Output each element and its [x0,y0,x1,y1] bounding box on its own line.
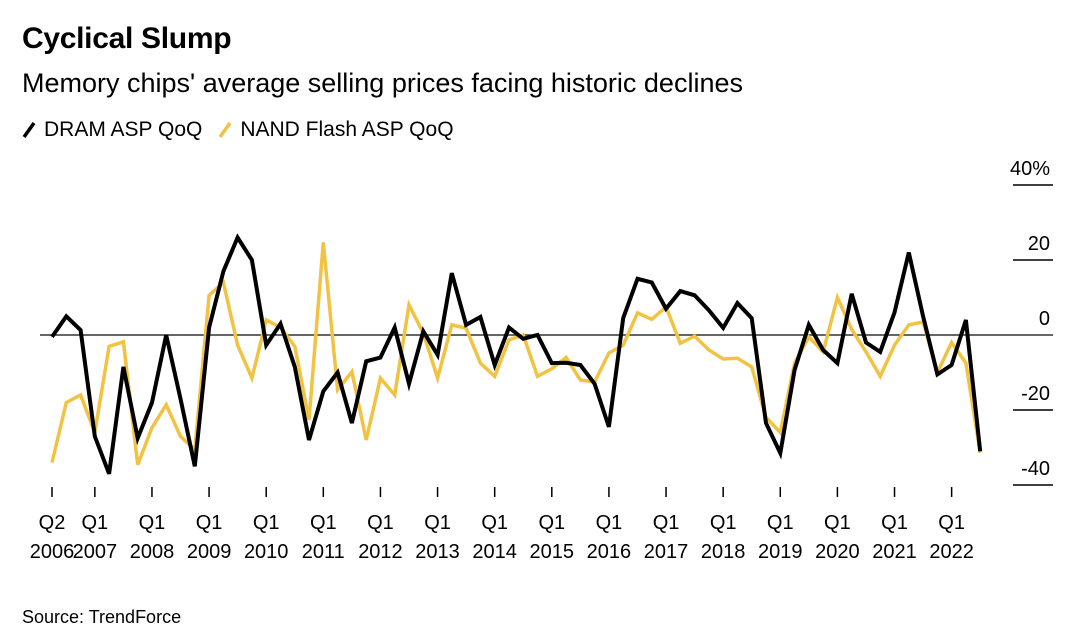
x-tick-label-quarter: Q1 [767,512,794,534]
x-tick-label-year: 2008 [130,541,175,563]
x-tick-label-quarter: Q1 [596,512,623,534]
x-tick-label-quarter: Q1 [538,512,565,534]
legend-item-dram: DRAM ASP QoQ [22,118,202,142]
x-tick-label-year: 2009 [187,541,232,563]
x-tick-label-quarter: Q1 [653,512,680,534]
legend-label-nand: NAND Flash ASP QoQ [240,118,454,141]
x-tick-label-year: 2019 [758,541,803,563]
legend-item-nand: NAND Flash ASP QoQ [218,118,454,142]
x-tick-label-year: 2012 [358,541,403,563]
x-tick-label-quarter: Q1 [310,512,337,534]
x-tick-label-year: 2017 [644,541,689,563]
series-line-dram [50,233,983,475]
x-tick-label-year: 2006 [30,541,75,563]
x-tick-label-quarter: Q2 [39,512,66,534]
x-tick-label-quarter: Q1 [367,512,394,534]
legend: DRAM ASP QoQ NAND Flash ASP QoQ [22,118,470,142]
x-tick-label-year: 2018 [701,541,746,563]
series-line-nand [50,242,982,466]
x-tick-label-quarter: Q1 [424,512,451,534]
x-tick-label-quarter: Q1 [881,512,908,534]
y-tick-label: 20 [1028,233,1050,255]
x-tick-label-quarter: Q1 [81,512,108,534]
x-tick-label-year: 2016 [587,541,632,563]
x-tick-label-quarter: Q1 [938,512,965,534]
x-tick-label-year: 2010 [244,541,289,563]
x-tick-label-quarter: Q1 [710,512,737,534]
legend-swatch-nand-icon [218,121,232,139]
x-tick-label-year: 2020 [815,541,860,563]
y-tick-label: -20 [1021,383,1050,405]
x-tick-label-quarter: Q1 [253,512,280,534]
legend-swatch-dram-icon [22,121,36,139]
x-tick-label-quarter: Q1 [196,512,223,534]
x-tick-label-year: 2015 [530,541,575,563]
y-tick-label: 0 [1039,308,1050,330]
x-tick-label-year: 2014 [472,541,517,563]
x-tick-label-quarter: Q1 [139,512,166,534]
x-tick-label-year: 2021 [872,541,917,563]
chart-title: Cyclical Slump [22,22,232,55]
y-tick-label: -40 [1021,458,1050,480]
y-tick-label: 40% [1010,158,1050,180]
source-note: Source: TrendForce [22,607,182,627]
x-tick-label-year: 2022 [929,541,974,563]
x-tick-label-quarter: Q1 [824,512,851,534]
x-tick-label-year: 2007 [73,541,118,563]
legend-label-dram: DRAM ASP QoQ [44,118,203,141]
x-tick-label-year: 2011 [302,541,345,563]
chart-subtitle: Memory chips' average selling prices fac… [22,68,743,98]
x-tick-label-quarter: Q1 [481,512,508,534]
x-tick-label-year: 2013 [415,541,460,563]
